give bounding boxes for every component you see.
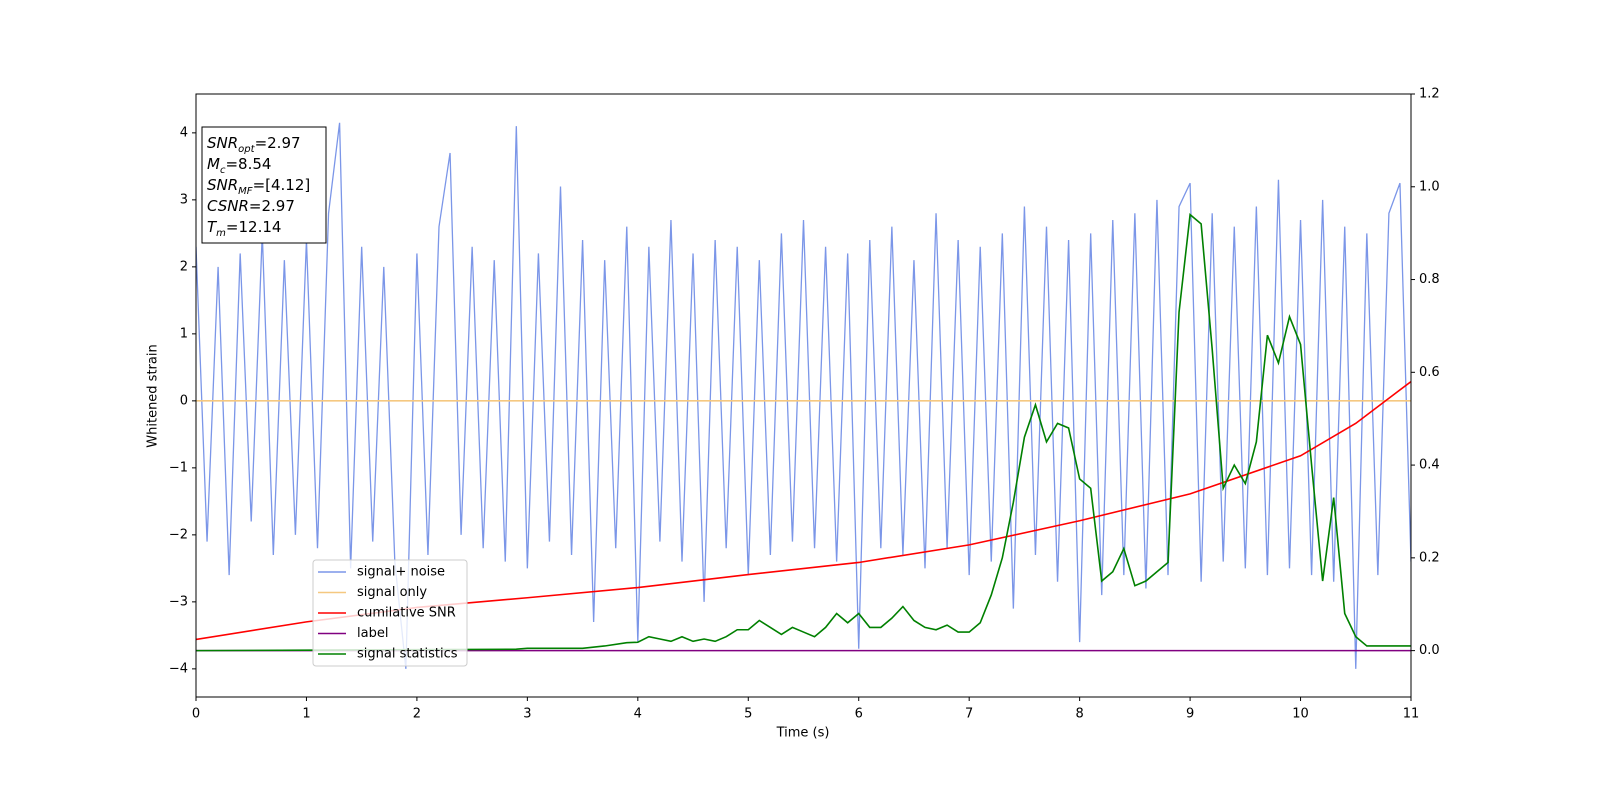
- annotation-text: SNRopt=2.97: [207, 134, 301, 155]
- x-tick-label: 10: [1292, 707, 1309, 722]
- y-tick-label: 3: [180, 192, 188, 207]
- y2-tick-label: 1.0: [1419, 179, 1440, 194]
- y-tick-label: 4: [180, 125, 188, 140]
- y-tick-label: −3: [169, 594, 188, 609]
- x-tick-label: 6: [855, 707, 863, 722]
- y-tick-label: 2: [180, 259, 188, 274]
- plot-frame: [195, 93, 1412, 698]
- annotation-frame: [201, 126, 327, 244]
- x-tick-label: 7: [965, 707, 973, 722]
- y2-tick-label: 1.2: [1419, 87, 1440, 102]
- annotation-value: =8.54: [225, 155, 271, 173]
- annotation-symbol: M: [207, 155, 220, 173]
- legend-label: label: [357, 626, 388, 641]
- annotation-text: CSNR=2.97: [207, 197, 295, 215]
- y-tick-label: 0: [180, 393, 188, 408]
- annotation-symbol: T: [207, 218, 218, 236]
- x-tick-label: 4: [634, 707, 642, 722]
- annotation-subscript: opt: [238, 144, 255, 155]
- legend-label: signal only: [357, 585, 427, 600]
- legend-frame: [312, 559, 468, 667]
- annotation-symbol: CSNR: [207, 197, 249, 215]
- x-tick-label: 11: [1403, 707, 1420, 722]
- x-tick-label: 3: [523, 707, 531, 722]
- x-tick-label: 2: [413, 707, 421, 722]
- legend: signal+ noise signal only cumilative SNR la…: [312, 559, 468, 667]
- annotation-symbol: SNR: [207, 176, 238, 194]
- annotation-text: Mc=8.54: [207, 155, 271, 176]
- y2-tick-label: 0.0: [1419, 643, 1440, 658]
- legend-label: signal statistics: [357, 647, 458, 662]
- y-tick-label: 1: [180, 326, 188, 341]
- x-tick-label: 8: [1075, 707, 1083, 722]
- x-tick-label: 0: [192, 707, 200, 722]
- legend-label: signal+ noise: [357, 565, 445, 580]
- x-tick-label: 1: [302, 707, 310, 722]
- annotation-text: Tm=12.14: [207, 218, 281, 239]
- annotation-value: =2.97: [249, 197, 295, 215]
- y-axis-label: Whitened strain: [146, 344, 161, 447]
- y2-tick-label: 0.6: [1419, 365, 1440, 380]
- y2-tick-label: 0.8: [1419, 272, 1440, 287]
- y-tick-label: −1: [169, 460, 188, 475]
- annotation-symbol: SNR: [207, 134, 238, 152]
- series-line: [196, 213, 1411, 652]
- annotation-text: SNRMF=[4.12]: [207, 176, 310, 197]
- annotation-subscript: MF: [238, 186, 253, 197]
- annotation-value: =12.14: [226, 218, 282, 236]
- y2-tick-label: 0.2: [1419, 550, 1440, 565]
- annotation-box: SNRopt=2.97Mc=8.54SNRMF=[4.12]CSNR=2.97T…: [201, 126, 327, 244]
- annotation-subscript: m: [216, 228, 226, 239]
- x-tick-label: 5: [744, 707, 752, 722]
- x-axis-label: Time (s): [776, 726, 830, 741]
- annotation-value: =[4.12]: [253, 176, 311, 194]
- y2-tick-label: 0.4: [1419, 458, 1440, 473]
- annotation-value: =2.97: [255, 134, 301, 152]
- annotation-subscript: c: [220, 165, 226, 176]
- y-tick-label: −2: [169, 527, 188, 542]
- legend-label: cumilative SNR: [357, 606, 456, 621]
- y-tick-label: −4: [169, 661, 188, 676]
- x-tick-label: 9: [1186, 707, 1194, 722]
